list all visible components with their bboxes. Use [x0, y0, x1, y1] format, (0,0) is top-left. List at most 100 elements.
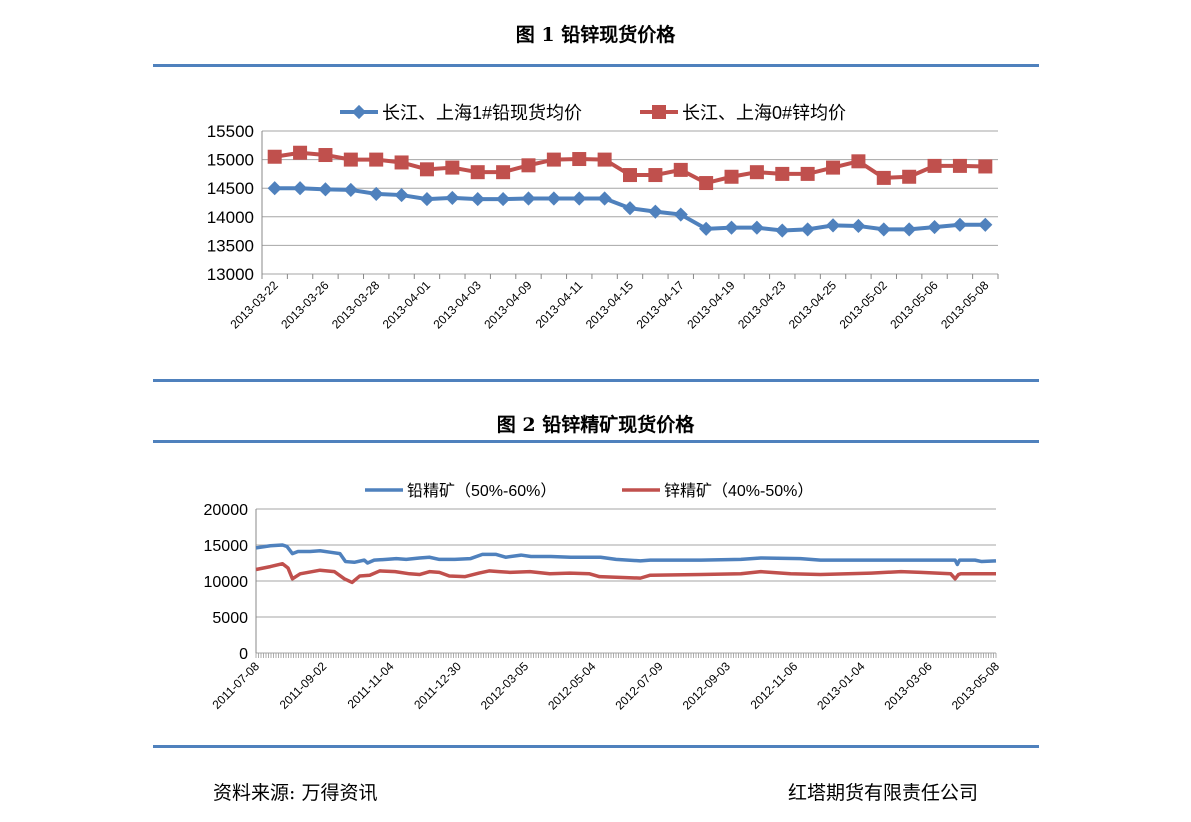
x-tick-label: 2012-05-04: [545, 659, 599, 713]
data-point: [496, 191, 511, 207]
legend-label: 长江、上海1#铅现货均价: [382, 103, 582, 123]
x-tick-label: 2013-05-06: [887, 278, 941, 332]
x-tick-label: 2013-04-17: [634, 278, 688, 332]
data-point: [876, 170, 891, 185]
data-point: [952, 217, 968, 232]
x-tick-label: 2013-05-02: [837, 278, 891, 332]
x-tick-label: 2012-09-03: [680, 659, 734, 713]
data-point: [673, 162, 688, 177]
x-tick-label: 2013-03-28: [329, 278, 383, 332]
data-point: [851, 218, 866, 234]
data-point: [648, 168, 663, 183]
x-tick-label: 2013-04-03: [431, 278, 485, 332]
y-tick-label: 15000: [207, 151, 254, 170]
rule-divider: [153, 745, 1039, 748]
data-point: [546, 152, 561, 167]
data-point: [876, 222, 891, 237]
x-tick-label: 2013-04-25: [786, 278, 840, 332]
data-point: [927, 158, 942, 173]
data-point: [445, 190, 460, 205]
x-tick-label: 2012-07-09: [612, 659, 666, 713]
legend-label: 铅精矿（50%-60%）: [407, 482, 556, 500]
y-tick-label: 14000: [207, 208, 254, 227]
data-point: [699, 221, 714, 236]
data-point: [851, 154, 866, 169]
rule-divider: [153, 379, 1039, 382]
y-tick-label: 14500: [207, 179, 254, 198]
rule-divider: [153, 64, 1039, 67]
data-point: [902, 169, 917, 184]
data-point: [597, 152, 612, 167]
x-tick-label: 2013-04-19: [684, 278, 738, 332]
y-tick-label: 15500: [207, 122, 254, 141]
data-point: [978, 217, 993, 232]
data-point: [293, 145, 308, 160]
data-point: [800, 222, 815, 237]
data-point: [775, 223, 790, 238]
data-point: [496, 165, 511, 180]
x-tick-label: 2013-05-08: [938, 278, 992, 332]
data-point: [952, 158, 967, 173]
legend-marker-diamond-icon: [351, 104, 367, 120]
data-point: [572, 152, 587, 167]
x-tick-label: 2011-09-02: [277, 659, 330, 712]
data-point: [724, 169, 739, 184]
figure-2-title: 图 2 铅锌精矿现货价格: [496, 414, 695, 436]
x-tick-label: 2012-03-05: [478, 659, 532, 713]
legend-label: 长江、上海0#锌均价: [682, 103, 846, 123]
y-tick-label: 0: [239, 646, 248, 663]
company-name: 红塔期货有限责任公司: [788, 782, 979, 804]
x-tick-label: 2011-07-08: [209, 659, 262, 712]
y-tick-label: 15000: [204, 538, 249, 555]
data-point: [825, 218, 841, 233]
data-point: [267, 149, 282, 164]
data-point: [292, 181, 308, 196]
data-point: [749, 220, 764, 235]
x-tick-label: 2013-04-23: [735, 278, 789, 332]
data-point: [546, 191, 561, 206]
data-point: [394, 155, 409, 170]
x-tick-label: 2013-05-08: [949, 659, 1003, 713]
data-point: [318, 148, 333, 163]
data-point: [470, 165, 485, 180]
x-tick-label: 2013-04-01: [380, 278, 434, 332]
rule-divider: [153, 440, 1039, 443]
data-point: [597, 191, 612, 206]
data-point: [749, 165, 764, 180]
data-point: [724, 220, 739, 235]
data-point: [470, 191, 485, 207]
data-point: [927, 220, 942, 235]
x-tick-label: 2012-11-06: [748, 659, 801, 712]
data-point: [572, 191, 587, 206]
x-tick-label: 2011-11-04: [345, 659, 397, 711]
data-point: [521, 191, 536, 206]
data-point: [445, 160, 460, 175]
data-point: [800, 166, 815, 181]
data-point: [673, 207, 688, 222]
data-point: [394, 187, 409, 203]
data-point: [521, 158, 536, 173]
x-tick-label: 2013-04-11: [533, 278, 586, 331]
y-tick-label: 20000: [204, 502, 249, 519]
legend-marker-square-icon: [652, 105, 666, 119]
data-point: [902, 222, 917, 237]
x-tick-label: 2013-03-22: [228, 278, 282, 332]
series-line-lead-concentrate: [255, 543, 997, 567]
data-point: [369, 152, 384, 167]
data-point: [343, 182, 358, 197]
data-point: [369, 186, 384, 201]
figure-1-title: 图 1 铅锌现货价格: [515, 24, 676, 46]
data-point: [699, 176, 714, 191]
y-tick-label: 13000: [207, 265, 254, 284]
y-tick-label: 13500: [207, 236, 254, 255]
data-point: [775, 166, 790, 181]
data-point: [623, 168, 637, 183]
x-tick-label: 2013-03-06: [882, 659, 936, 713]
data-point: [419, 191, 435, 207]
y-tick-label: 10000: [204, 574, 249, 591]
x-tick-label: 2013-04-09: [481, 278, 535, 332]
x-tick-label: 2011-12-30: [411, 659, 464, 712]
data-point: [343, 152, 358, 167]
data-point: [648, 204, 663, 219]
